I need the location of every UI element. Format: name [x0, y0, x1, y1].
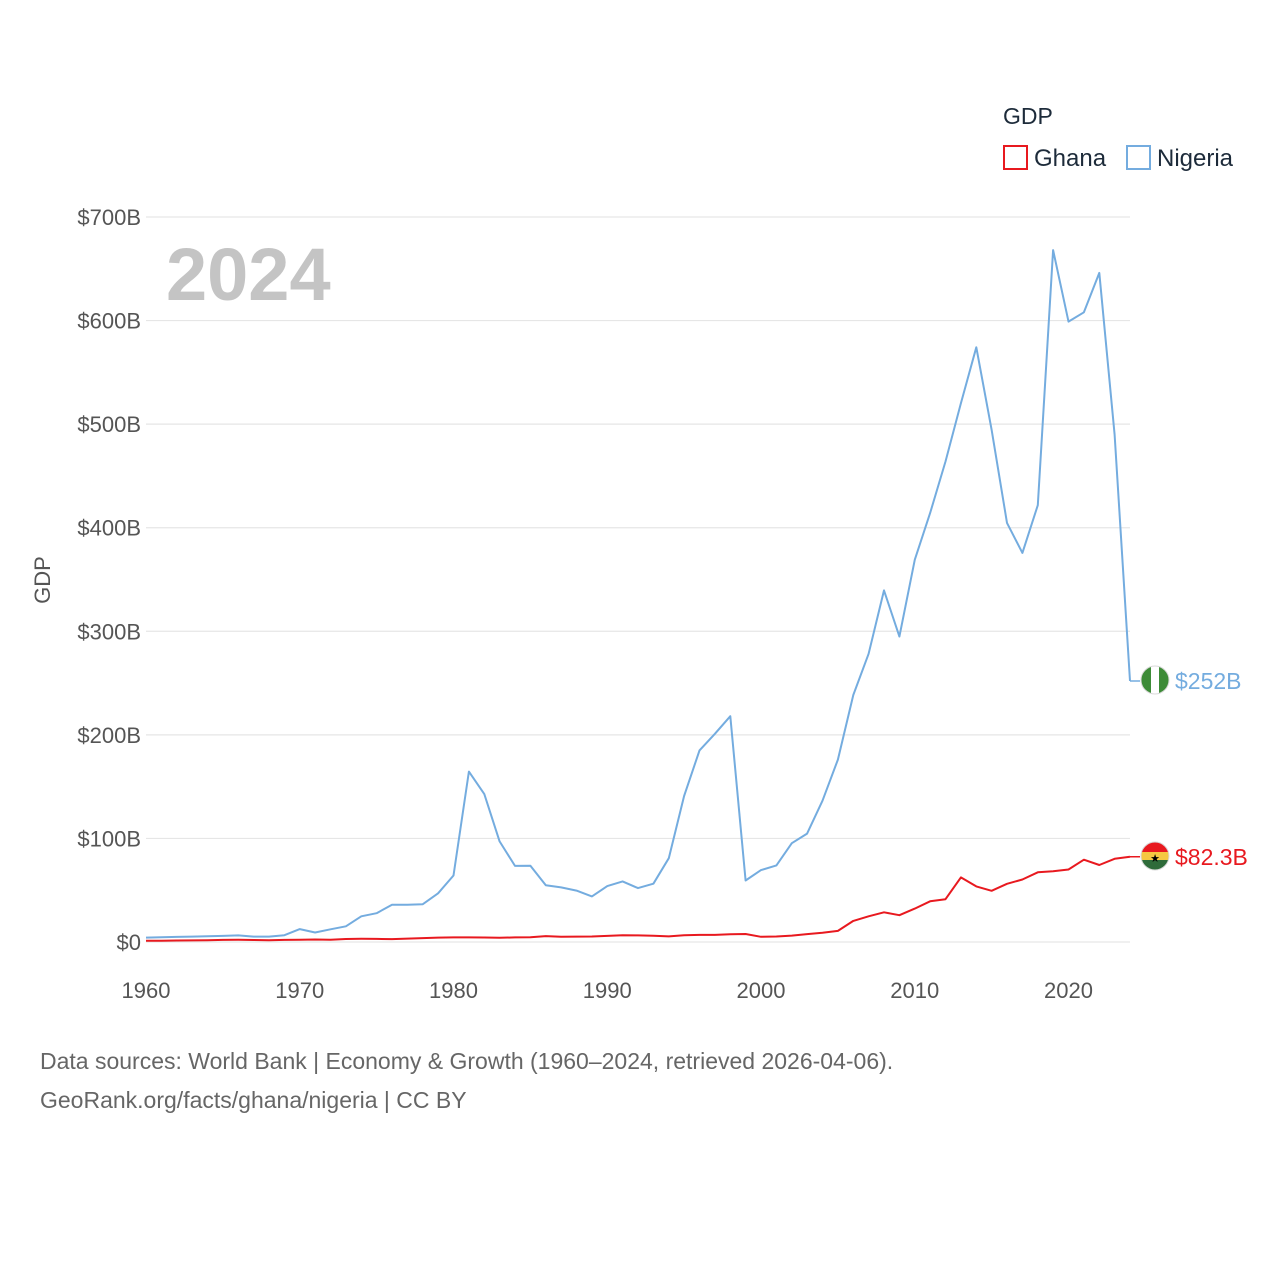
y-tick-label: $0: [117, 930, 141, 955]
legend-swatch-ghana: [1003, 145, 1028, 170]
series-end-labels: $82.3B $252B: [1175, 668, 1248, 870]
series-lines: [145, 249, 1140, 942]
svg-text:★: ★: [1150, 853, 1160, 865]
y-tick-label: $700B: [77, 205, 141, 230]
legend-item-ghana[interactable]: Ghana: [1003, 145, 1107, 172]
legend-swatch-nigeria: [1126, 145, 1151, 170]
legend: GDP Ghana Nigeria: [1003, 103, 1234, 172]
y-tick-label: $500B: [77, 412, 141, 437]
x-tick-label: 1960: [122, 978, 171, 1003]
source-line-1: Data sources: World Bank | Economy & Gro…: [40, 1048, 894, 1074]
y-gridlines: [146, 216, 1130, 943]
y-tick-label: $600B: [77, 309, 141, 334]
data-source-note: Data sources: World Bank | Economy & Gro…: [40, 1042, 893, 1120]
source-line-2: GeoRank.org/facts/ghana/nigeria | CC BY: [40, 1087, 467, 1113]
y-tick-label: $300B: [77, 619, 141, 644]
series-line-nigeria: [145, 249, 1131, 939]
x-tick-label: 1980: [429, 978, 478, 1003]
legend-label-nigeria: Nigeria: [1157, 145, 1234, 172]
legend-title: GDP: [1003, 103, 1053, 129]
legend-label-ghana: Ghana: [1034, 145, 1107, 172]
series-line-ghana: [145, 855, 1131, 942]
ghana-flag-icon: ★: [1141, 842, 1169, 870]
y-axis-ticks: $0 $100B $200B $300B $400B $500B $600B $700B: [77, 205, 141, 955]
end-label-ghana: $82.3B: [1175, 844, 1248, 870]
x-axis-ticks: 1960 1970 1980 1990 2000 2010 2020: [122, 978, 1093, 1003]
year-watermark: 2024: [166, 233, 331, 316]
x-tick-label: 2020: [1044, 978, 1093, 1003]
legend-item-nigeria[interactable]: Nigeria: [1126, 145, 1234, 172]
y-axis-title: GDP: [30, 556, 55, 604]
x-tick-label: 2010: [890, 978, 939, 1003]
x-tick-label: 2000: [737, 978, 786, 1003]
y-tick-label: $400B: [77, 516, 141, 541]
end-label-nigeria: $252B: [1175, 668, 1242, 694]
x-tick-label: 1970: [275, 978, 324, 1003]
y-tick-label: $100B: [77, 826, 141, 851]
y-tick-label: $200B: [77, 723, 141, 748]
x-tick-label: 1990: [583, 978, 632, 1003]
nigeria-flag-icon: [1141, 666, 1169, 694]
